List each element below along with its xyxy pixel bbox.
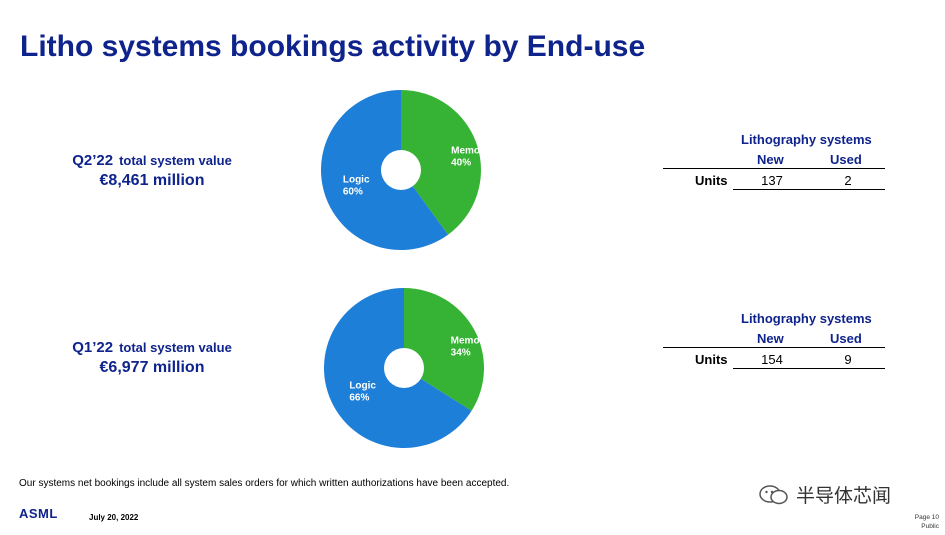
litho-table-q1: Lithography systems New Used Units 154 9 <box>663 311 888 371</box>
col-header-used: Used <box>830 152 862 167</box>
pie-slice-memory <box>401 90 481 235</box>
wechat-icon <box>759 484 788 504</box>
page-number: Page 10 <box>914 514 939 521</box>
quarter-value: €6,977 million <box>99 359 205 376</box>
slice-label-memory: Memory40% <box>451 146 482 169</box>
quarter-period: Q2’22 <box>72 152 114 169</box>
cell-new: 137 <box>761 173 783 188</box>
slice-name: Logic <box>343 174 370 185</box>
pie-slice-memory <box>404 288 484 411</box>
bottom-rule <box>733 368 885 369</box>
slice-percent: 40% <box>451 158 471 169</box>
header-rule <box>663 168 885 169</box>
slice-percent: 66% <box>349 392 369 403</box>
quarter-subtitle: total system value <box>119 340 232 355</box>
asml-logo: ASML <box>19 506 58 521</box>
col-header-used: Used <box>830 331 862 346</box>
slide-title: Litho systems bookings activity by End-u… <box>20 30 646 63</box>
slice-percent: 34% <box>451 348 471 359</box>
cell-new: 154 <box>761 352 783 367</box>
litho-table-q2: Lithography systems New Used Units 137 2 <box>663 132 888 192</box>
table-caption: Lithography systems <box>741 132 872 147</box>
col-header-new: New <box>757 331 784 346</box>
row-label-units: Units <box>695 352 728 367</box>
watermark-text: 半导体芯闻 <box>796 486 892 507</box>
bottom-rule <box>733 189 885 190</box>
col-header-new: New <box>757 152 784 167</box>
slice-percent: 60% <box>343 186 363 197</box>
quarter-label-q1: Q1’22 total system value €6,977 million <box>52 339 252 377</box>
slice-name: Memory <box>451 336 485 347</box>
classification: Public <box>921 523 939 530</box>
page-info: Page 10 Public <box>915 513 939 531</box>
quarter-value: €8,461 million <box>99 172 205 189</box>
cell-used: 9 <box>844 352 852 367</box>
footnote: Our systems net bookings include all sys… <box>19 478 510 489</box>
slice-name: Logic <box>349 380 376 391</box>
donut-hole <box>384 348 424 388</box>
slice-label-logic: Logic 60% <box>343 174 370 197</box>
table-caption: Lithography systems <box>741 311 872 326</box>
slice-label-memory: Memory34% <box>451 336 485 359</box>
slice-label-logic: Logic 66% <box>349 380 376 403</box>
row-label-units: Units <box>695 173 728 188</box>
watermark: 半导体芯闻 <box>758 481 891 508</box>
quarter-period: Q1’22 <box>72 339 114 356</box>
slide-date: July 20, 2022 <box>89 513 139 522</box>
cell-used: 2 <box>844 173 852 188</box>
slice-name: Memory <box>451 146 482 157</box>
header-rule <box>663 347 885 348</box>
donut-hole <box>381 150 421 190</box>
quarter-label-q2: Q2’22 total system value €8,461 million <box>52 152 252 190</box>
quarter-subtitle: total system value <box>119 153 232 168</box>
